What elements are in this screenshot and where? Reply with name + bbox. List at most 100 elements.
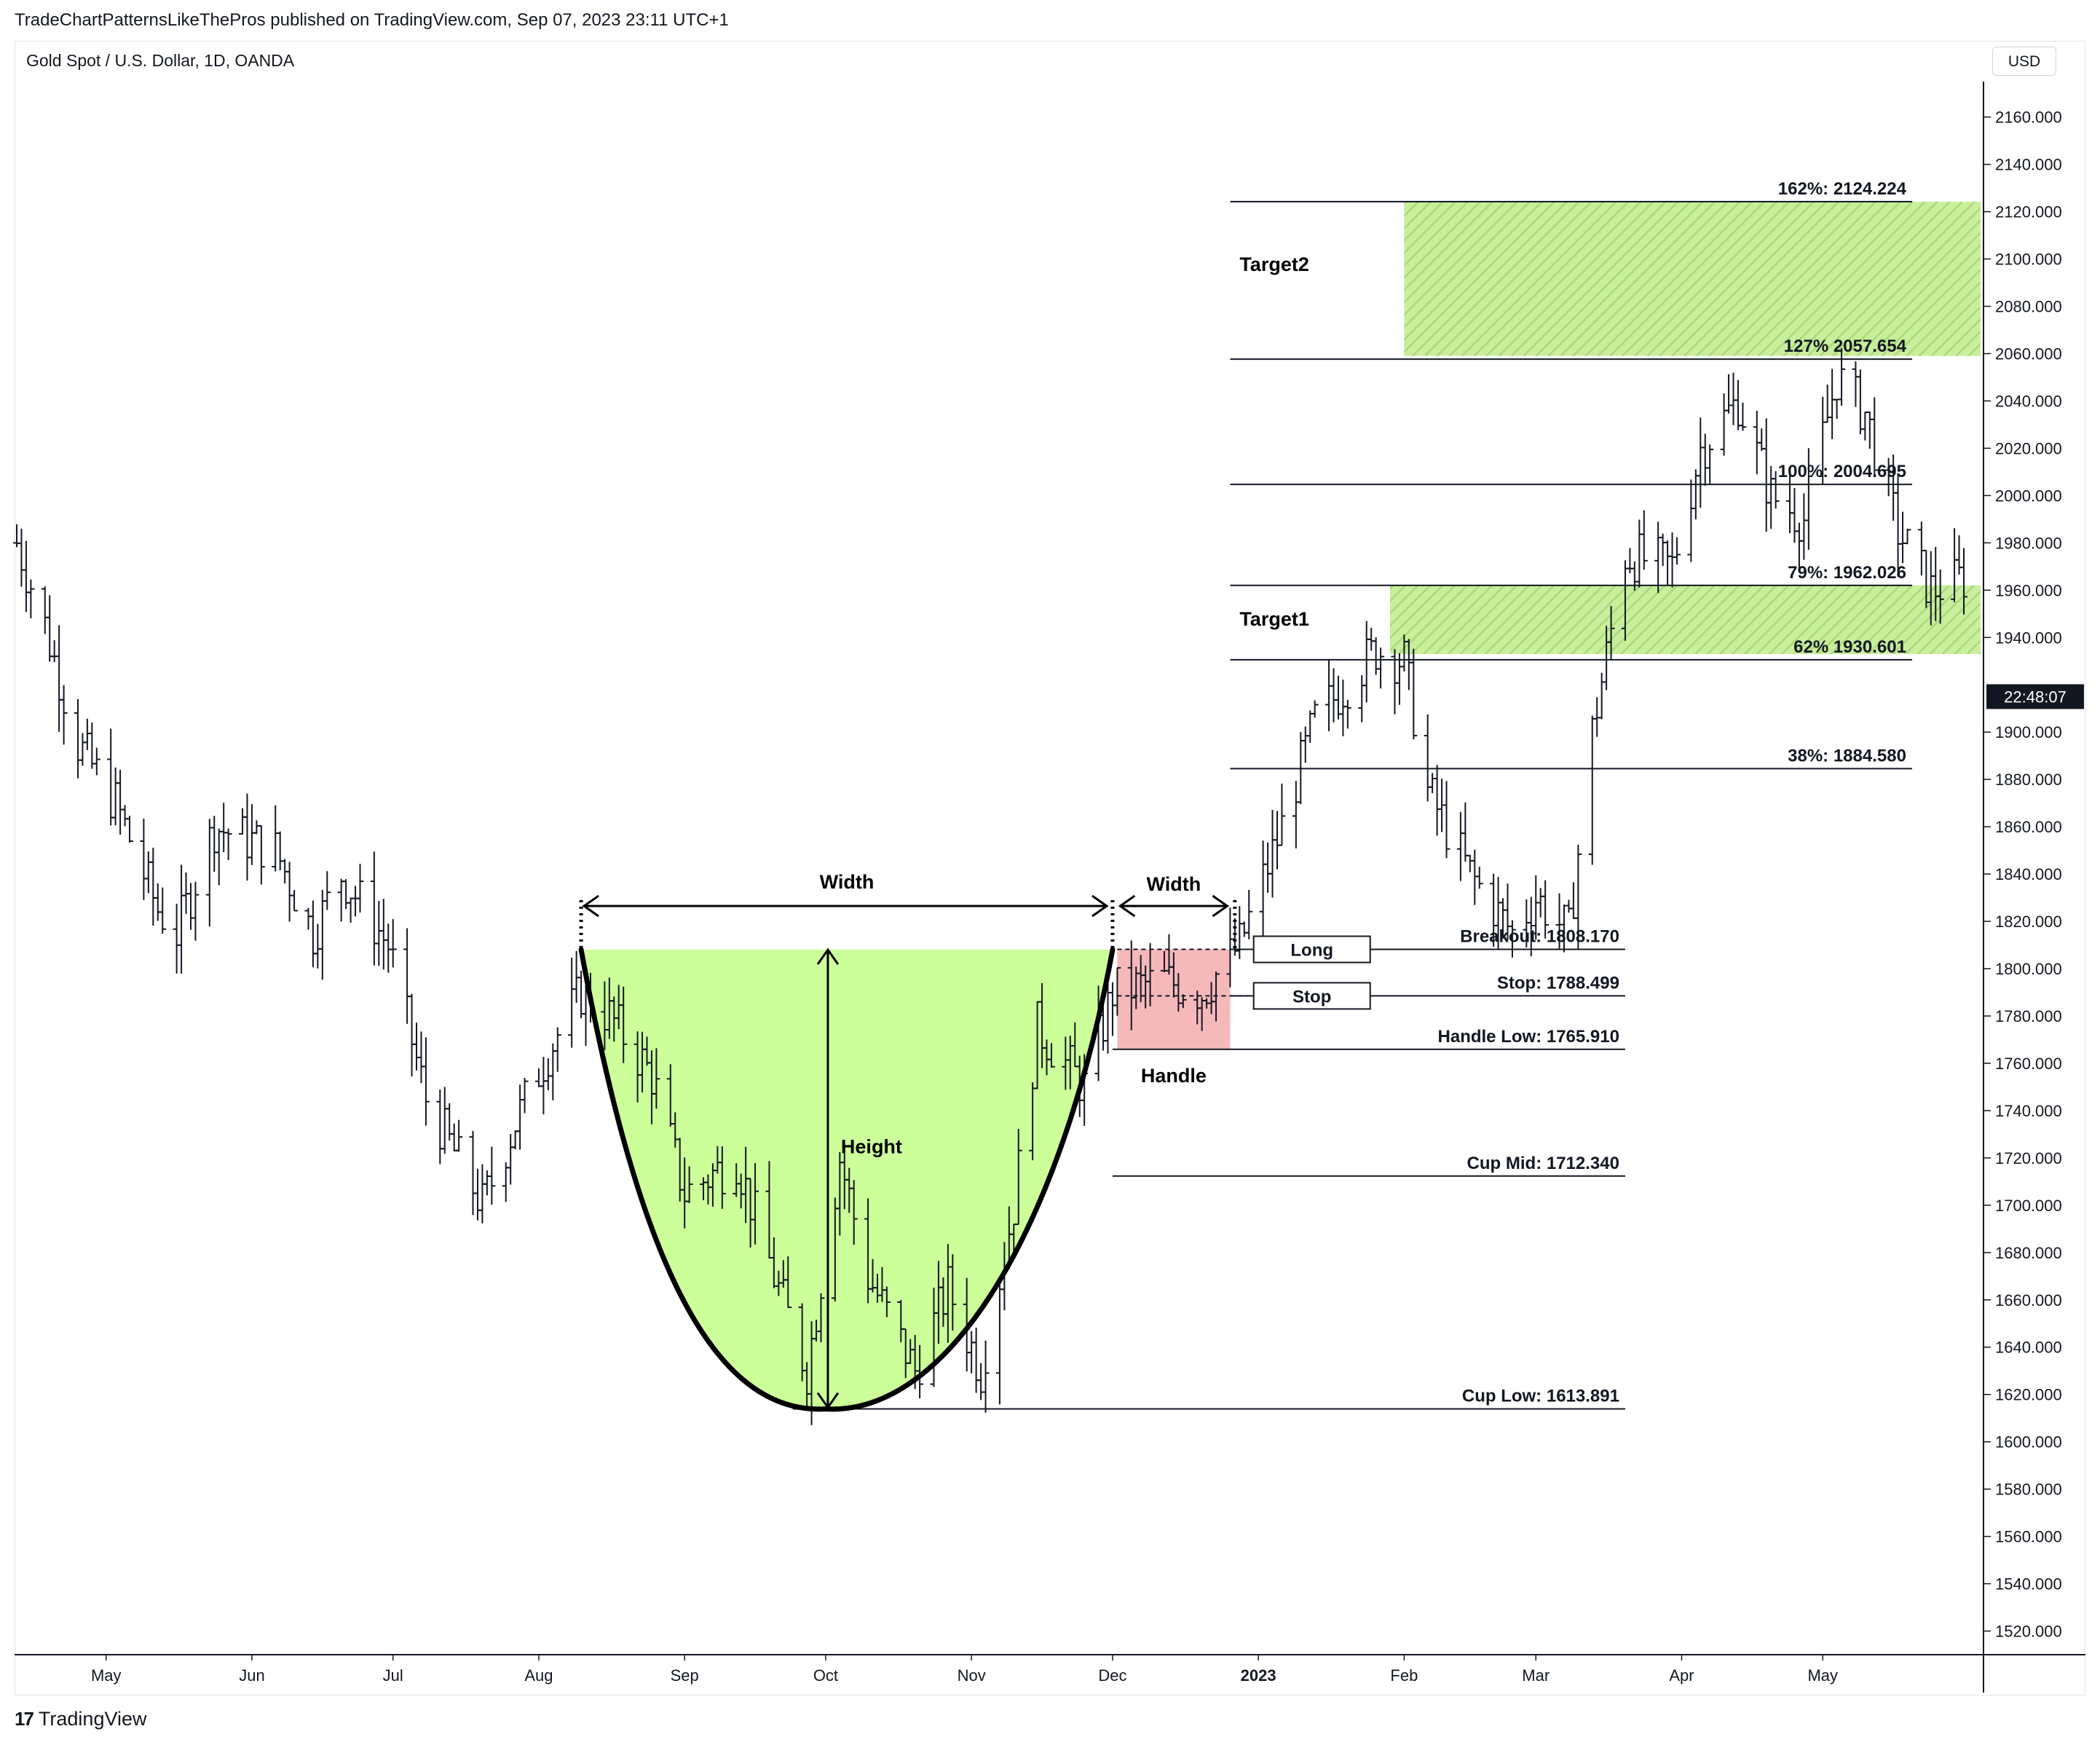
ohlc-bar	[1325, 659, 1333, 732]
ohlc-bar	[1588, 715, 1596, 865]
ohlc-bar	[1852, 361, 1860, 407]
ohlc-bar	[1626, 548, 1634, 574]
target-zone	[1404, 201, 1981, 356]
ohlc-bar	[1339, 680, 1347, 736]
ohlc-bar	[1758, 428, 1766, 452]
price-tick-label: 1820.000	[1995, 913, 2062, 931]
ohlc-bar	[178, 864, 186, 974]
ohlc-bar	[1856, 369, 1864, 435]
level-label: 162%: 2124.224	[1778, 179, 1907, 199]
footer: 17 TradingView	[15, 1708, 147, 1730]
ohlc-bar	[1565, 899, 1573, 913]
price-tick-label: 1580.000	[1995, 1481, 2062, 1499]
level-label: Cup Mid: 1712.340	[1467, 1154, 1619, 1173]
ohlc-bar	[972, 1327, 980, 1393]
ohlc-bar	[337, 878, 345, 922]
ohlc-bar	[534, 1068, 542, 1087]
ohlc-bar	[488, 1146, 496, 1205]
ohlc-bar	[1410, 648, 1418, 740]
ohlc-bar	[1259, 840, 1267, 941]
ohlc-bar	[883, 1286, 891, 1317]
ohlc-bar	[243, 793, 251, 881]
ohlc-bar	[1268, 810, 1276, 898]
ohlc-bar	[1804, 448, 1812, 550]
ohlc-bar	[417, 1031, 425, 1084]
price-tick-label: 1880.000	[1995, 771, 2062, 789]
ohlc-bar	[1292, 781, 1300, 848]
ohlc-bar	[304, 907, 312, 930]
ohlc-bar	[995, 1281, 1003, 1405]
target1-label: Target1	[1239, 608, 1309, 630]
ohlc-bar	[186, 883, 194, 930]
ohlc-bar	[1607, 606, 1615, 661]
ohlc-bar	[1113, 966, 1121, 1016]
ohlc-bar	[55, 625, 63, 732]
level-label: Handle Low: 1765.910	[1438, 1027, 1619, 1047]
ohlc-bar	[540, 1057, 548, 1115]
ohlc-bar	[521, 1077, 529, 1114]
ohlc-bar	[1720, 393, 1728, 456]
ohlc-bar	[1635, 519, 1643, 588]
ohlc-bar	[253, 820, 261, 835]
ohlc-bar	[516, 1084, 524, 1150]
ohlc-bar	[1429, 773, 1437, 794]
price-tick-label: 2040.000	[1995, 392, 2062, 410]
ohlc-bar	[784, 1256, 792, 1309]
price-tick-label: 2020.000	[1995, 439, 2062, 457]
handle-width-arrow	[1118, 894, 1230, 918]
ohlc-bar	[718, 1146, 726, 1209]
ohlc-bar	[276, 831, 284, 870]
ohlc-bar	[205, 819, 213, 927]
ohlc-bar	[1475, 867, 1483, 889]
publisher-line: TradeChartPatternsLikeThePros published …	[15, 10, 729, 30]
ohlc-bar	[291, 890, 299, 912]
ohlc-bar	[1828, 369, 1836, 439]
price-tick-label: 2000.000	[1995, 487, 2062, 505]
price-tick-label: 1660.000	[1995, 1291, 2062, 1309]
price-tick-label: 2100.000	[1995, 251, 2062, 269]
ohlc-bar	[1433, 765, 1441, 836]
ohlc-bar	[356, 864, 364, 913]
target2-label: Target2	[1239, 253, 1309, 275]
entry-box	[1252, 982, 1371, 1010]
price-tick-label: 1900.000	[1995, 723, 2062, 741]
ohlc-bar	[50, 639, 58, 663]
ohlc-bar	[79, 733, 87, 766]
ohlc-bar	[1903, 528, 1911, 545]
ohlc-bar	[413, 1023, 421, 1071]
cup-width-arrow	[582, 894, 1109, 918]
ohlc-bar	[422, 1037, 430, 1126]
level-label: Stop: 1788.499	[1497, 973, 1619, 993]
ohlc-bar	[1697, 417, 1705, 508]
ohlc-bar	[1767, 465, 1775, 529]
ohlc-bar	[318, 889, 326, 980]
entry-box-label: Stop	[1292, 987, 1331, 1007]
price-tick-label: 1540.000	[1995, 1575, 2062, 1594]
ohlc-bar	[483, 1170, 491, 1196]
tradingview-logo-icon[interactable]: 17	[15, 1708, 34, 1730]
ohlc-bar	[620, 986, 628, 1063]
currency-button[interactable]: USD	[1992, 47, 2056, 76]
price-tick-label: 1740.000	[1995, 1102, 2062, 1120]
ohlc-bar	[1772, 470, 1780, 509]
ohlc-bar	[1330, 668, 1338, 722]
ohlc-bar	[1311, 700, 1319, 718]
ohlc-bar	[149, 847, 157, 926]
price-tick-label: 1620.000	[1995, 1386, 2062, 1404]
symbol-title[interactable]: Gold Spot / U.S. Dollar, 1D, OANDA	[26, 51, 295, 70]
ohlc-bar	[1673, 537, 1681, 565]
ohlc-bar	[511, 1130, 519, 1149]
price-tick-label: 1700.000	[1995, 1197, 2062, 1215]
ohlc-bar	[239, 808, 247, 835]
price-tick-label: 2060.000	[1995, 345, 2062, 363]
height-label: Height	[841, 1135, 902, 1157]
ohlc-bar	[1395, 653, 1403, 705]
level-label: 38%: 1884.580	[1788, 746, 1906, 765]
price-tick-label: 2080.000	[1995, 298, 2062, 316]
brand-name[interactable]: TradingView	[38, 1708, 147, 1730]
cup-curve	[578, 947, 1116, 1412]
time-tick-label: Jul	[383, 1666, 403, 1685]
ohlc-bar	[441, 1087, 449, 1154]
price-tick-label: 1780.000	[1995, 1007, 2062, 1025]
